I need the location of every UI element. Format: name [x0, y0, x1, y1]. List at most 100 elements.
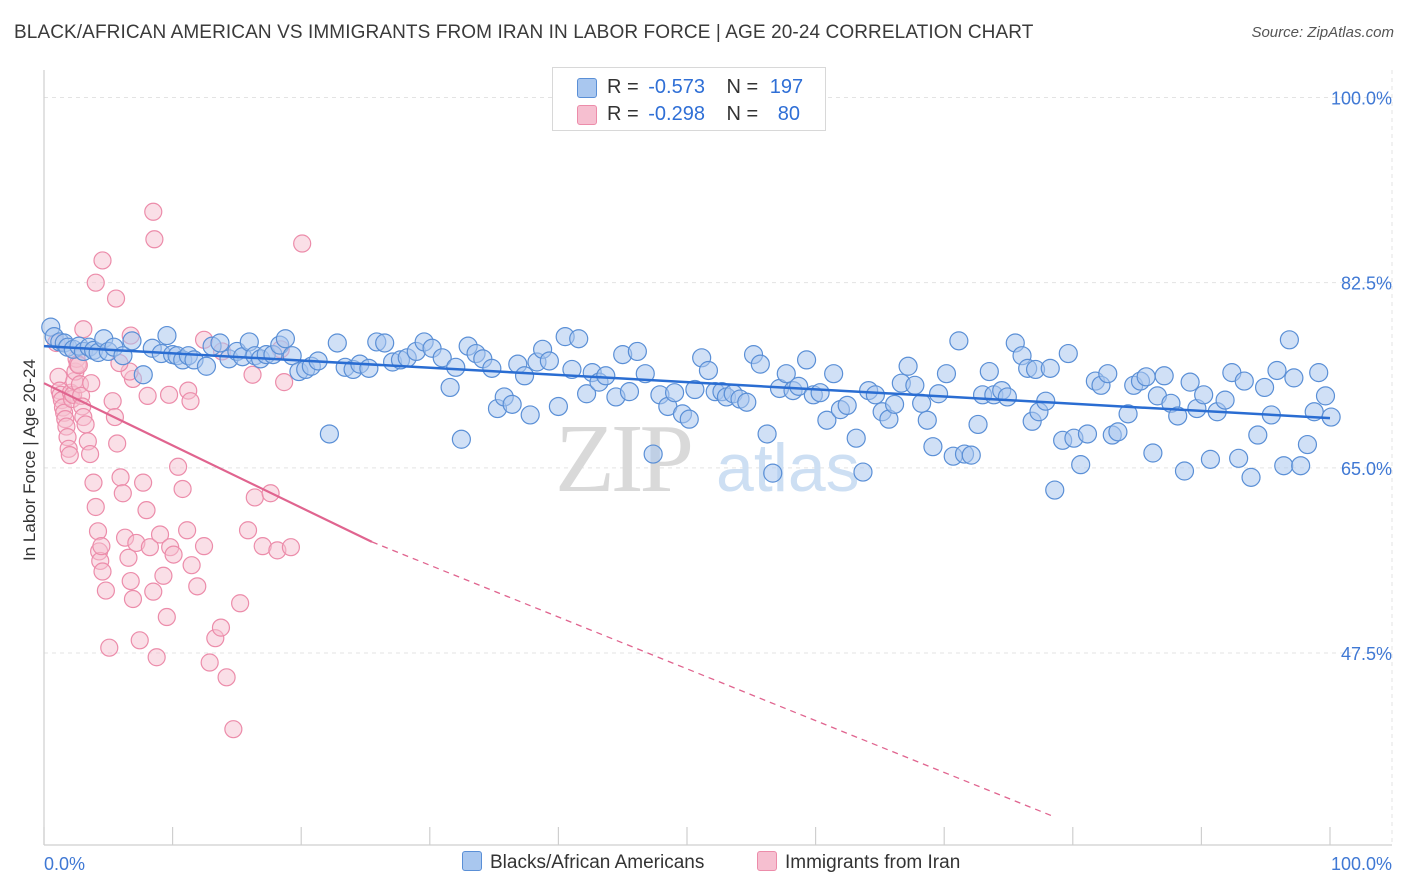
point-black-191: [1309, 363, 1329, 383]
point-iran-77: [293, 234, 312, 253]
point-black-149: [1040, 358, 1060, 378]
trend-line-iran-extrapolated: [371, 541, 1056, 818]
point-black-131: [936, 364, 957, 384]
point-iran-11: [60, 446, 79, 465]
point-black-70: [520, 405, 540, 425]
point-iran-27: [82, 374, 101, 393]
point-black-167: [1154, 366, 1174, 386]
point-black-64: [482, 358, 502, 378]
point-iran-53: [150, 525, 170, 544]
axes: [43, 70, 1392, 846]
legend-r-value-iran: -0.298: [648, 103, 705, 125]
point-black-27: [210, 333, 230, 353]
point-black-179: [1234, 371, 1254, 391]
point-black-109: [789, 376, 809, 396]
legend-swatch-iran: [577, 104, 597, 125]
point-black-92: [679, 409, 699, 429]
point-black-73: [539, 351, 559, 371]
point-black-67: [502, 394, 522, 414]
point-iran-60: [178, 521, 197, 540]
point-black-184: [1267, 360, 1287, 381]
point-black-87: [643, 444, 663, 464]
point-black-125: [898, 356, 918, 376]
point-black-59: [446, 357, 466, 377]
point-iran-64: [200, 653, 219, 672]
point-iran-79: [145, 230, 164, 249]
point-black-37: [275, 329, 296, 349]
point-iran-28: [84, 473, 103, 492]
point-iran-70: [238, 521, 258, 540]
legend-r-label: R =: [607, 103, 639, 125]
point-iran-59: [173, 479, 192, 499]
point-iran-85: [106, 289, 126, 308]
trend-line-black: [43, 344, 1331, 420]
point-iran-30: [88, 522, 108, 541]
point-black-103: [750, 354, 770, 374]
point-black-110: [796, 350, 817, 370]
point-black-25: [196, 356, 217, 376]
point-iran-49: [137, 501, 156, 520]
chart-title: BLACK/AFRICAN AMERICAN VS IMMIGRANTS FRO…: [14, 22, 1034, 43]
watermark-atlas: atlas: [716, 430, 860, 506]
point-black-178: [1229, 448, 1249, 468]
point-black-113: [817, 410, 837, 430]
x-tick-label-0: 0.0%: [44, 854, 85, 874]
point-iran-50: [140, 538, 159, 557]
point-iran-81: [86, 273, 105, 292]
point-black-105: [763, 463, 783, 483]
point-black-93: [685, 379, 705, 400]
point-black-135: [961, 445, 981, 465]
point-iran-26: [80, 444, 100, 464]
point-iran-80: [93, 251, 112, 270]
point-black-58: [440, 377, 460, 398]
point-iran-83: [138, 386, 157, 405]
point-iran-78: [144, 202, 163, 221]
point-iran-51: [144, 582, 163, 601]
point-black-154: [1071, 455, 1091, 475]
bottom-legend-label-iran: Immigrants from Iran: [785, 852, 961, 873]
source-label: Source: ZipAtlas.com: [1251, 24, 1394, 41]
point-black-19: [157, 325, 177, 346]
bottom-legend-black[interactable]: Blacks/African Americans: [462, 850, 705, 874]
y-tick-label-3: 100.0%: [1331, 89, 1392, 109]
point-black-130: [928, 384, 949, 404]
legend-r-value-black: -0.573: [648, 76, 705, 98]
point-black-107: [776, 364, 796, 384]
point-iran-24: [76, 415, 95, 434]
point-iran-71: [245, 488, 264, 507]
point-iran-68: [224, 720, 243, 739]
point-black-160: [1108, 422, 1128, 442]
point-black-165: [1143, 443, 1163, 463]
point-iran-33: [92, 537, 111, 556]
point-iran-75: [275, 373, 294, 392]
legend-n-label: N =: [726, 76, 759, 98]
point-black-101: [737, 392, 757, 412]
point-black-170: [1174, 461, 1195, 481]
point-iran-61: [182, 556, 201, 575]
point-iran-52: [147, 648, 166, 667]
point-iran-57: [164, 545, 183, 564]
point-black-174: [1200, 449, 1221, 469]
point-black-16: [133, 365, 153, 385]
point-black-104: [757, 424, 777, 444]
point-black-189: [1297, 434, 1318, 455]
trend-lines: [43, 344, 1331, 818]
bottom-legend-iran[interactable]: Immigrants from Iran: [757, 850, 961, 874]
tick-labels: 47.5% 65.0% 82.5% 100.0% 0.0% 100.0%: [44, 89, 1392, 875]
point-iran-48: [134, 473, 153, 492]
point-black-173: [1194, 385, 1214, 405]
point-black-176: [1215, 390, 1235, 410]
point-iran-76: [281, 538, 300, 557]
point-black-81: [596, 366, 616, 386]
bottom-legend-label-black: Blacks/African Americans: [490, 852, 705, 873]
point-iran-44: [121, 571, 140, 591]
point-iran-40: [111, 468, 130, 487]
point-black-138: [979, 361, 999, 382]
point-iran-45: [123, 589, 143, 609]
point-iran-67: [217, 668, 236, 687]
y-tick-label-2: 82.5%: [1341, 274, 1392, 294]
point-black-129: [923, 437, 943, 457]
point-black-86: [635, 364, 655, 384]
point-black-85: [627, 341, 647, 362]
point-iran-34: [93, 562, 112, 581]
